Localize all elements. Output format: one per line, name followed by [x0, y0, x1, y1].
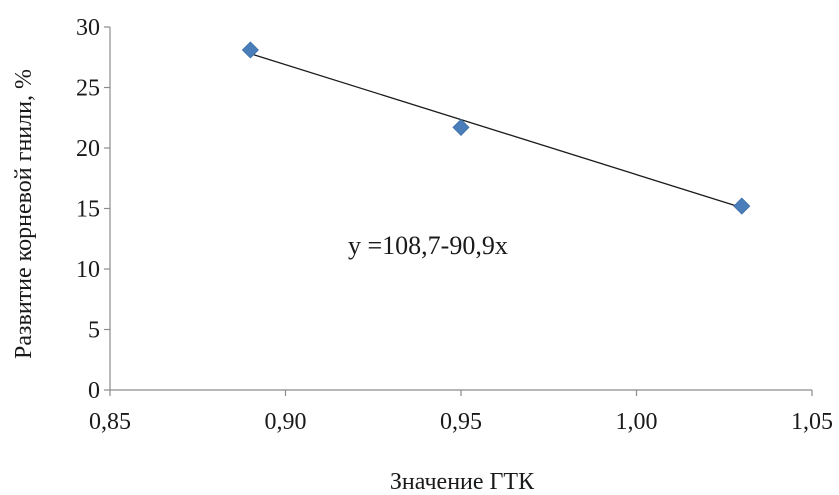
- y-axis-title: Развитие корневой гнили, %: [11, 69, 37, 359]
- axes: [109, 27, 812, 391]
- data-point-marker: [733, 197, 751, 215]
- y-tick-label: 25: [76, 76, 100, 102]
- y-axis-ticks: 0 5 10 15 20 25 30: [76, 15, 110, 404]
- y-tick-label: 20: [76, 136, 100, 162]
- y-tick-label: 5: [88, 318, 100, 344]
- data-point-marker: [241, 41, 259, 59]
- x-tick-label: 1,05: [791, 409, 833, 435]
- x-tick-label: 1,00: [616, 409, 658, 435]
- y-tick-label: 10: [76, 257, 100, 283]
- trendline-equation: y =108,7-90,9x: [348, 231, 508, 260]
- trendline: [250, 53, 742, 209]
- y-tick-label: 0: [88, 378, 100, 404]
- y-tick-label: 30: [76, 15, 100, 41]
- x-axis-ticks: 0,85 0,90 0,95 1,00 1,05: [89, 390, 833, 435]
- data-points: [241, 41, 751, 215]
- y-tick-label: 15: [76, 197, 100, 223]
- x-axis-title: Значение ГТК: [390, 469, 535, 495]
- x-tick-label: 0,95: [440, 409, 482, 435]
- data-point-marker: [452, 118, 470, 136]
- x-tick-label: 0,85: [89, 409, 131, 435]
- x-tick-label: 0,90: [265, 409, 307, 435]
- trendline-group: [250, 53, 742, 209]
